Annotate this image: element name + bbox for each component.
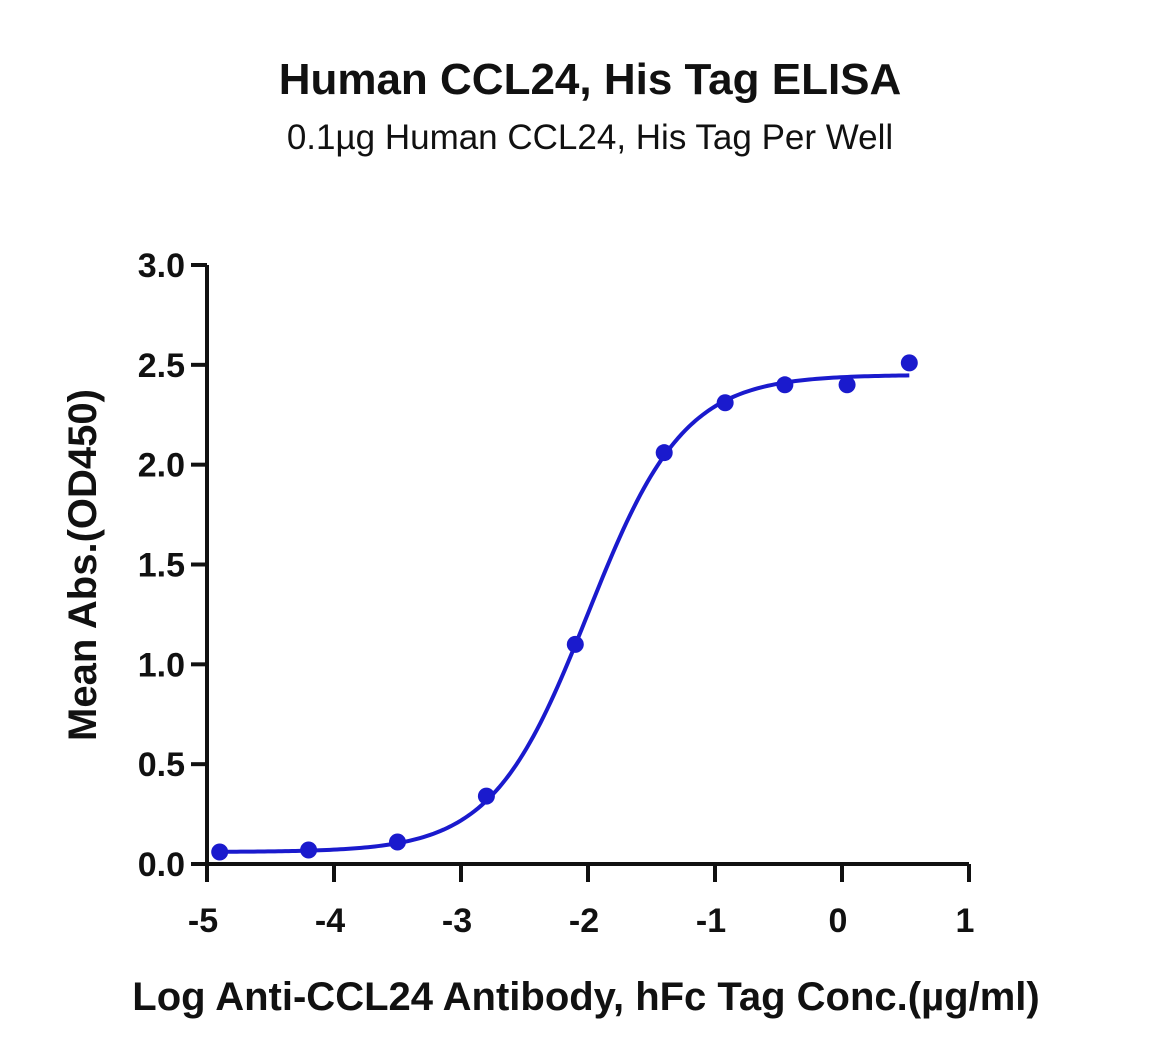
fit-curve [219, 373, 910, 854]
data-point [566, 635, 584, 653]
data-point [211, 843, 229, 861]
data-point [477, 787, 495, 805]
y-tick-label: 0.5 [138, 746, 185, 784]
x-tick-label: -2 [569, 902, 599, 940]
y-tick-label: 3.0 [138, 247, 185, 285]
data-point [300, 841, 318, 859]
y-tick-label: 2.5 [138, 347, 185, 385]
x-tick-label: -4 [315, 902, 345, 940]
x-tick-label: 0 [829, 902, 848, 940]
data-point [900, 354, 918, 372]
y-axis-ticks: 0.0 0.5 1.0 1.5 2.0 2.5 3.0 [138, 247, 207, 884]
x-tick-label: -5 [188, 902, 218, 940]
chart-subtitle: 0.1µg Human CCL24, His Tag Per Well [287, 118, 893, 157]
data-point [716, 394, 734, 412]
data-point [655, 444, 673, 462]
y-axis-label: Mean Abs.(OD450) [61, 389, 105, 741]
data-point [776, 376, 794, 394]
data-point [389, 833, 406, 851]
x-tick-label: -1 [696, 902, 726, 940]
data-points [211, 354, 918, 861]
x-tick-label: 1 [956, 902, 975, 940]
y-tick-label: 1.0 [138, 646, 185, 684]
chart-title: Human CCL24, His Tag ELISA [279, 55, 902, 104]
y-tick-label: 0.0 [138, 846, 185, 884]
x-axis-ticks: -5 -4 -3 -2 -1 0 1 [188, 864, 975, 940]
y-tick-label: 1.5 [138, 547, 185, 585]
x-tick-label: -3 [442, 902, 472, 940]
y-tick-label: 2.0 [138, 447, 185, 485]
data-point [838, 376, 856, 394]
x-axis-label: Log Anti-CCL24 Antibody, hFc Tag Conc.(µ… [132, 975, 1039, 1019]
chart-axes [205, 265, 969, 866]
